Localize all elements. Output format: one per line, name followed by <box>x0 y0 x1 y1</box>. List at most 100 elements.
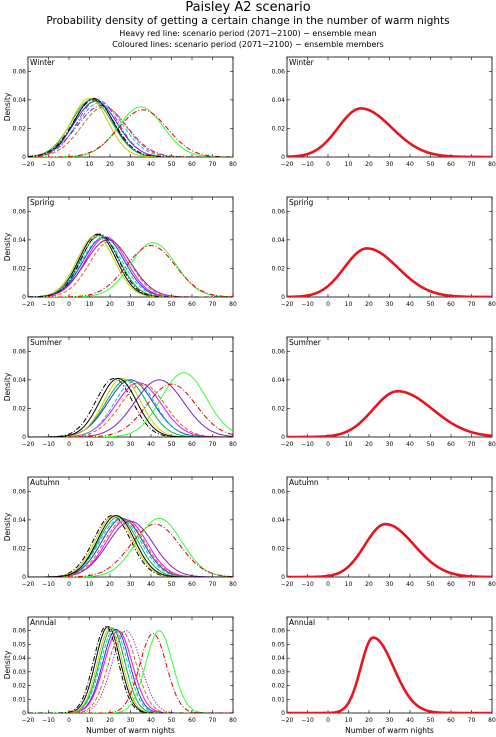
series-group <box>287 389 492 437</box>
x-tick-label: 30 <box>386 301 394 308</box>
panel-season-label: Spring <box>30 198 54 207</box>
x-tick-label: 40 <box>406 301 414 308</box>
ensemble-member-line <box>28 97 233 157</box>
y-tick-label: 0.06 <box>272 488 286 495</box>
y-tick-label: 0 <box>281 294 285 301</box>
ensemble-member-line <box>28 237 233 297</box>
y-axis-label: Density <box>3 232 12 261</box>
panel-spring-right: −20 −10 0 10 20 30 40 50 60 70 80 0 0.02 0.04 0.06Spri… <box>272 196 496 308</box>
y-tick-label: 0 <box>281 154 285 161</box>
x-tick-label: 60 <box>447 301 455 308</box>
x-tick-label: 40 <box>406 441 414 448</box>
x-tick-label: −10 <box>301 161 314 168</box>
y-tick-label: 0.06 <box>272 348 286 355</box>
x-tick-label: 20 <box>365 717 373 724</box>
x-tick-label: 70 <box>468 581 476 588</box>
x-tick-label: 70 <box>209 581 217 588</box>
panel-season-label: Annual <box>289 618 315 627</box>
ensemble-member-line <box>28 383 233 437</box>
x-tick-label: 70 <box>468 161 476 168</box>
x-tick-label: 50 <box>427 441 435 448</box>
x-tick-label: 20 <box>365 161 373 168</box>
x-tick-label: −20 <box>22 301 35 308</box>
note-coloured-lines: Coloured lines: scenario period (2071−21… <box>112 40 384 49</box>
ensemble-mean-line <box>287 522 492 577</box>
panel-season-label: Spring <box>289 198 313 207</box>
x-tick-label: −10 <box>42 441 55 448</box>
ensemble-member-line <box>28 377 233 437</box>
series-group <box>28 515 233 577</box>
series-group <box>28 626 233 713</box>
x-tick-label: 20 <box>106 161 114 168</box>
x-tick-label: 60 <box>188 301 196 308</box>
x-tick-label: 50 <box>168 161 176 168</box>
x-tick-label: 40 <box>406 717 414 724</box>
x-tick-label: 80 <box>229 161 237 168</box>
x-tick-label: 30 <box>386 161 394 168</box>
y-tick-label: 0.04 <box>13 237 27 244</box>
x-tick-label: 70 <box>468 301 476 308</box>
x-tick-label: 80 <box>488 717 496 724</box>
y-tick-label: 0 <box>22 710 26 717</box>
y-tick-label: 0 <box>281 434 285 441</box>
y-tick-label: 0 <box>281 574 285 581</box>
y-axis-label: Density <box>3 512 12 541</box>
x-tick-label: 30 <box>127 301 135 308</box>
x-tick-label: −20 <box>281 161 294 168</box>
ensemble-member-line <box>28 515 233 577</box>
ensemble-member-line <box>28 523 233 577</box>
y-tick-label: 0.05 <box>272 641 286 648</box>
x-tick-label: 50 <box>168 581 176 588</box>
ensemble-member-line <box>28 626 233 713</box>
y-tick-label: 0.06 <box>13 628 27 635</box>
x-tick-label: 30 <box>386 441 394 448</box>
x-tick-label: −20 <box>281 441 294 448</box>
y-tick-label: 0.06 <box>13 348 27 355</box>
x-tick-label: 0 <box>326 581 330 588</box>
axes-box <box>286 336 493 438</box>
y-tick-label: 0.05 <box>13 641 27 648</box>
y-tick-label: 0.04 <box>13 517 27 524</box>
y-tick-label: 0.04 <box>272 97 286 104</box>
x-tick-label: 20 <box>365 441 373 448</box>
ensemble-mean-line <box>287 247 492 297</box>
x-tick-label: 20 <box>365 581 373 588</box>
y-tick-label: 0 <box>22 154 26 161</box>
x-tick-label: 60 <box>188 161 196 168</box>
y-tick-label: 0.04 <box>13 97 27 104</box>
series-group <box>287 522 492 577</box>
panel-annual-left: −20 −10 0 10 20 30 40 50 60 70 80 0 0.01 0.02 0.03 0.04… <box>3 616 237 735</box>
ensemble-member-line <box>28 99 233 157</box>
x-tick-label: 40 <box>406 581 414 588</box>
x-tick-label: 10 <box>86 441 94 448</box>
ensemble-member-line <box>28 236 233 297</box>
panel-season-label: Summer <box>30 338 63 347</box>
x-tick-label: −10 <box>42 161 55 168</box>
panel-season-label: Winter <box>289 58 315 67</box>
x-tick-label: −20 <box>281 301 294 308</box>
x-tick-label: 0 <box>326 717 330 724</box>
x-axis-label: Number of warm nights <box>345 726 434 735</box>
ensemble-mean-line <box>287 107 492 157</box>
x-tick-label: −20 <box>22 441 35 448</box>
ensemble-member-line <box>28 105 233 157</box>
panel-season-label: Winter <box>30 58 56 67</box>
series-group <box>287 636 492 713</box>
x-tick-label: 40 <box>147 717 155 724</box>
x-tick-label: 10 <box>86 717 94 724</box>
x-tick-label: 0 <box>67 717 71 724</box>
panel-summer-left: −20 −10 0 10 20 30 40 50 60 70 80 0 0.02 0.04 0.06Summ… <box>3 336 237 448</box>
y-tick-label: 0.04 <box>272 237 286 244</box>
x-tick-label: −20 <box>22 581 35 588</box>
x-tick-label: 80 <box>488 581 496 588</box>
y-tick-label: 0.02 <box>13 125 27 132</box>
y-tick-label: 0 <box>22 574 26 581</box>
y-tick-label: 0 <box>22 434 26 441</box>
x-tick-label: 70 <box>468 717 476 724</box>
y-tick-label: 0.04 <box>13 377 27 384</box>
series-group <box>28 233 233 297</box>
ensemble-member-line <box>28 377 233 437</box>
ensemble-member-line <box>28 245 233 297</box>
ensemble-member-line <box>28 630 233 713</box>
